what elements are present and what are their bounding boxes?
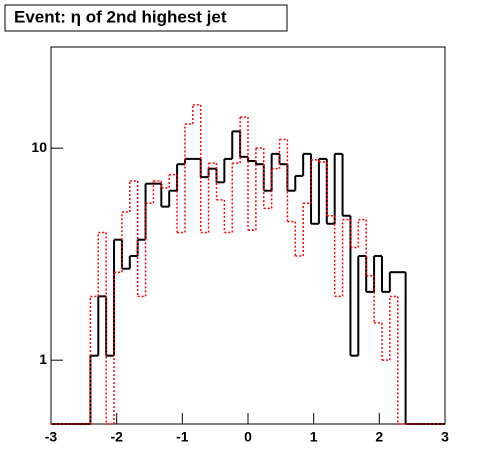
x-tick-label: 3 [441, 429, 449, 445]
chart-title: Event: η of 2nd highest jet [14, 7, 227, 26]
x-tick-label: 2 [375, 429, 383, 445]
x-tick-label: -2 [110, 429, 123, 445]
y-tick-label: 10 [31, 139, 47, 155]
x-tick-label: -3 [45, 429, 58, 445]
x-tick-label: 1 [310, 429, 318, 445]
x-tick-label: 0 [244, 429, 252, 445]
y-tick-label: 1 [39, 351, 47, 367]
x-tick-label: -1 [176, 429, 189, 445]
title-box [4, 4, 288, 32]
